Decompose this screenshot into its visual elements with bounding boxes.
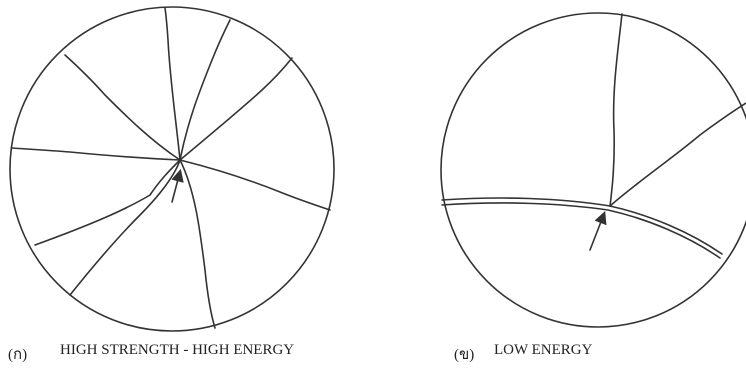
left-tag: (ก) [8, 342, 27, 366]
right-tag: (ข) [454, 342, 474, 366]
left-plate [10, 7, 334, 331]
right-caption: LOW ENERGY [494, 342, 592, 359]
crack-drawings [0, 0, 746, 340]
figure: (ก) HIGH STRENGTH - HIGH ENERGY (ข) LOW … [0, 0, 746, 374]
left-caption: HIGH STRENGTH - HIGH ENERGY [60, 342, 294, 359]
right-plate [441, 13, 746, 327]
